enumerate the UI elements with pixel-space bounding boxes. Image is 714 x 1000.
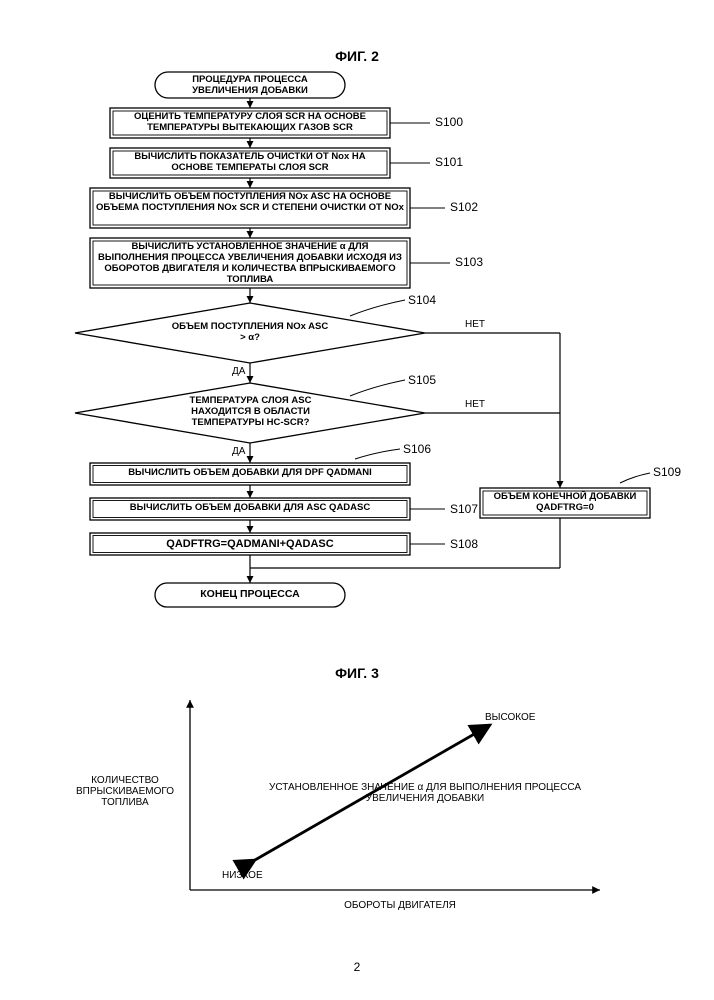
s101-tag: S101	[435, 155, 463, 169]
fig3-center-line1: УСТАНОВЛЕННОЕ ЗНАЧЕНИЕ α ДЛЯ ВЫПОЛНЕНИЯ …	[250, 782, 600, 793]
s106-text: ВЫЧИСЛИТЬ ОБЪЕМ ДОБАВКИ ДЛЯ DPF QADMANI	[95, 468, 405, 479]
s104-yes: ДА	[232, 366, 245, 377]
fig3-ylabel-line3: ТОПЛИВА	[70, 797, 180, 808]
s104-text: ОБЪЕМ ПОСТУПЛЕНИЯ NOx ASC > α?	[170, 322, 330, 344]
fig3-ylabel-line1: КОЛИЧЕСТВО	[70, 775, 180, 786]
s108-tag: S108	[450, 537, 478, 551]
s107-text: ВЫЧИСЛИТЬ ОБЪЕМ ДОБАВКИ ДЛЯ ASC QADASC	[95, 503, 405, 514]
page-number: 2	[347, 960, 367, 974]
fig3-xlabel: ОБОРОТЫ ДВИГАТЕЛЯ	[300, 900, 500, 911]
flow-start-text: ПРОЦЕДУРА ПРОЦЕССА УВЕЛИЧЕНИЯ ДОБАВКИ	[158, 75, 342, 97]
fig3-center-line2: УВЕЛИЧЕНИЯ ДОБАВКИ	[250, 793, 600, 804]
s108-text: QADFTRG=QADMANI+QADASC	[95, 538, 405, 551]
s104-tag: S104	[408, 293, 436, 307]
s102-text: ВЫЧИСЛИТЬ ОБЪЕМ ПОСТУПЛЕНИЯ NOx ASC НА О…	[95, 192, 405, 214]
s101-text: ВЫЧИСЛИТЬ ПОКАЗАТЕЛЬ ОЧИСТКИ ОТ Nox НА О…	[114, 152, 386, 174]
fig3-ylabel: КОЛИЧЕСТВО ВПРЫСКИВАЕМОГО ТОПЛИВА	[70, 775, 180, 808]
s109-text: ОБЪЕМ КОНЕЧНОЙ ДОБАВКИ QADFTRG=0	[484, 492, 646, 514]
s103-text: ВЫЧИСЛИТЬ УСТАНОВЛЕННОЕ ЗНАЧЕНИЕ α ДЛЯ В…	[95, 242, 405, 286]
s106-tag: S106	[403, 442, 431, 456]
s104-no: НЕТ	[465, 319, 485, 330]
s105-yes: ДА	[232, 446, 245, 457]
flow-end-text: КОНЕЦ ПРОЦЕССА	[158, 588, 342, 600]
figure-3-title: ФИГ. 3	[257, 665, 457, 681]
s109-tag: S109	[653, 465, 681, 479]
s100-tag: S100	[435, 115, 463, 129]
fig3-center-label: УСТАНОВЛЕННОЕ ЗНАЧЕНИЕ α ДЛЯ ВЫПОЛНЕНИЯ …	[250, 782, 600, 804]
s105-tag: S105	[408, 373, 436, 387]
s103-tag: S103	[455, 255, 483, 269]
s105-no: НЕТ	[465, 399, 485, 410]
page: ФИГ. 2	[0, 0, 714, 1000]
figure-2-title: ФИГ. 2	[257, 48, 457, 64]
fig3-low: НИЗКОЕ	[222, 870, 263, 881]
fig3-high: ВЫСОКОЕ	[485, 712, 535, 723]
s107-tag: S107	[450, 502, 478, 516]
s100-text: ОЦЕНИТЬ ТЕМПЕРАТУРУ СЛОЯ SCR НА ОСНОВЕ Т…	[114, 112, 386, 134]
fig3-ylabel-line2: ВПРЫСКИВАЕМОГО	[70, 786, 180, 797]
s105-text: ТЕМПЕРАТУРА СЛОЯ ASC НАХОДИТСЯ В ОБЛАСТИ…	[163, 396, 338, 429]
s102-tag: S102	[450, 200, 478, 214]
